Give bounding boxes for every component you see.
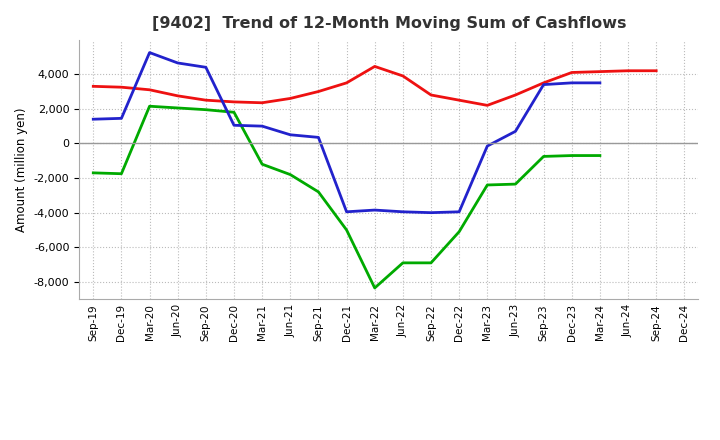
Free Cashflow — [174, 60, 182, 66]
Free Cashflow — [427, 210, 436, 215]
Operating Cashflow — [511, 92, 520, 98]
Free Cashflow — [399, 209, 408, 214]
Free Cashflow — [202, 65, 210, 70]
Investing Cashflow — [89, 170, 98, 176]
Line: Free Cashflow: Free Cashflow — [94, 52, 600, 213]
Operating Cashflow — [342, 80, 351, 85]
Operating Cashflow — [595, 69, 604, 74]
Operating Cashflow — [258, 100, 266, 106]
Investing Cashflow — [145, 103, 154, 109]
Operating Cashflow — [145, 87, 154, 92]
Investing Cashflow — [370, 285, 379, 290]
Investing Cashflow — [455, 229, 464, 235]
Free Cashflow — [314, 135, 323, 140]
Investing Cashflow — [202, 107, 210, 112]
Operating Cashflow — [567, 70, 576, 75]
Operating Cashflow — [89, 84, 98, 89]
Operating Cashflow — [286, 96, 294, 101]
Operating Cashflow — [370, 64, 379, 69]
Investing Cashflow — [427, 260, 436, 265]
Operating Cashflow — [230, 99, 238, 105]
Investing Cashflow — [342, 227, 351, 233]
Y-axis label: Amount (million yen): Amount (million yen) — [15, 107, 28, 231]
Operating Cashflow — [455, 98, 464, 103]
Investing Cashflow — [258, 161, 266, 167]
Free Cashflow — [230, 123, 238, 128]
Line: Investing Cashflow: Investing Cashflow — [94, 106, 600, 288]
Investing Cashflow — [483, 182, 492, 187]
Operating Cashflow — [483, 103, 492, 108]
Investing Cashflow — [595, 153, 604, 158]
Free Cashflow — [483, 143, 492, 149]
Free Cashflow — [511, 128, 520, 134]
Investing Cashflow — [399, 260, 408, 265]
Free Cashflow — [145, 50, 154, 55]
Operating Cashflow — [539, 80, 548, 85]
Investing Cashflow — [286, 172, 294, 177]
Free Cashflow — [89, 117, 98, 122]
Investing Cashflow — [117, 171, 126, 176]
Free Cashflow — [258, 124, 266, 129]
Free Cashflow — [539, 82, 548, 87]
Investing Cashflow — [567, 153, 576, 158]
Line: Operating Cashflow: Operating Cashflow — [94, 66, 656, 105]
Operating Cashflow — [202, 98, 210, 103]
Free Cashflow — [370, 207, 379, 213]
Free Cashflow — [595, 80, 604, 85]
Free Cashflow — [286, 132, 294, 137]
Investing Cashflow — [314, 189, 323, 194]
Operating Cashflow — [399, 73, 408, 79]
Investing Cashflow — [511, 181, 520, 187]
Free Cashflow — [342, 209, 351, 214]
Free Cashflow — [567, 80, 576, 85]
Operating Cashflow — [624, 68, 632, 73]
Operating Cashflow — [117, 84, 126, 90]
Investing Cashflow — [539, 154, 548, 159]
Operating Cashflow — [314, 89, 323, 94]
Operating Cashflow — [427, 92, 436, 98]
Free Cashflow — [455, 209, 464, 214]
Operating Cashflow — [174, 93, 182, 99]
Investing Cashflow — [230, 110, 238, 115]
Operating Cashflow — [652, 68, 660, 73]
Title: [9402]  Trend of 12-Month Moving Sum of Cashflows: [9402] Trend of 12-Month Moving Sum of C… — [151, 16, 626, 32]
Free Cashflow — [117, 116, 126, 121]
Investing Cashflow — [174, 105, 182, 110]
